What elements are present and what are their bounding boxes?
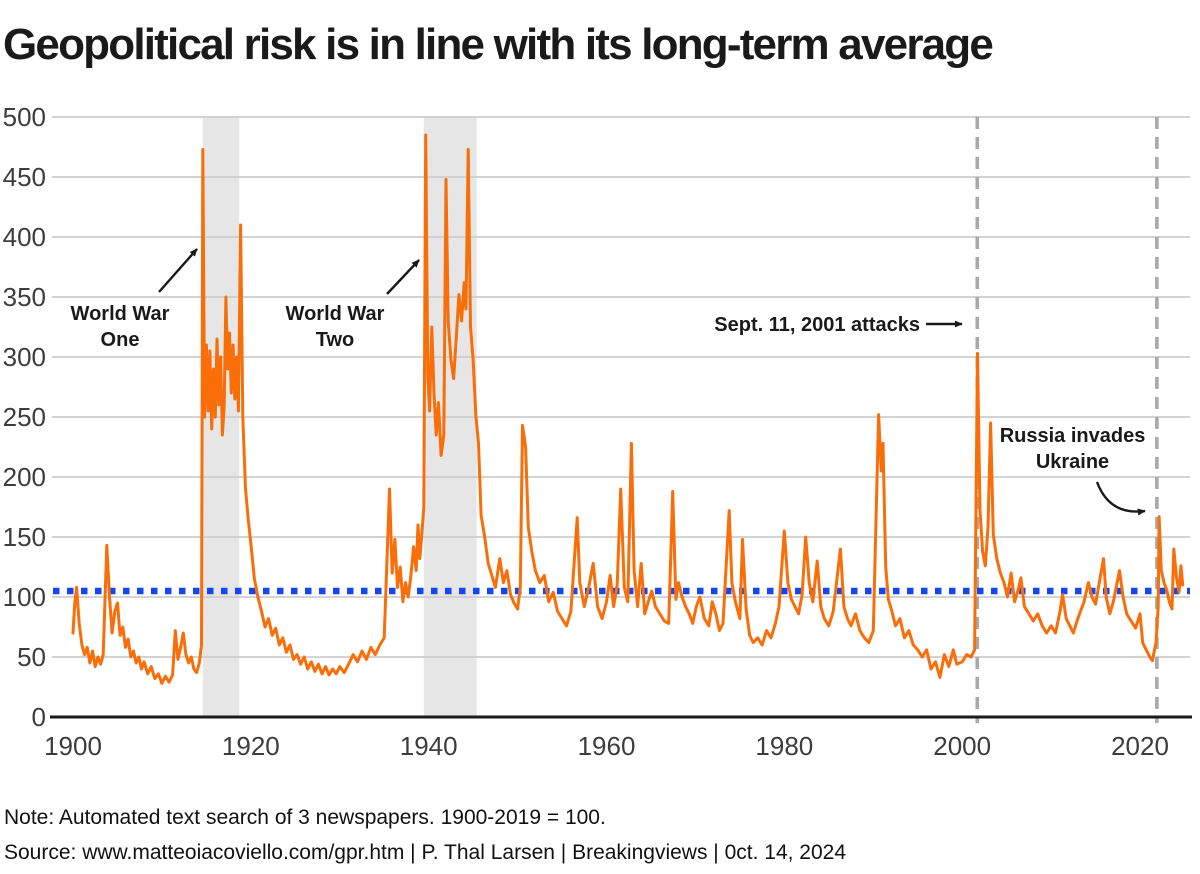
x-tick-label: 2000 [933,731,992,761]
ww1-arrow [158,248,198,293]
y-tick-label: 350 [2,282,46,312]
y-tick-label: 450 [2,162,46,192]
ww1-annotation: World War One [44,301,196,353]
x-tick-label: 1980 [755,731,814,761]
y-tick-label: 300 [2,342,46,372]
source-text: Source: www.matteoiacoviello.com/gpr.htm… [4,841,847,864]
russia-annotation: Russia invades Ukraine [995,423,1150,475]
y-tick-label: 150 [2,522,46,552]
ww1-annotation-line1: World War [70,303,170,325]
annotation-arrows [158,248,1146,516]
ww2-arrow [386,259,420,295]
ww1-annotation-line2: One [100,329,140,351]
event-dashed-lines [975,117,1159,723]
y-tick-label: 100 [2,582,46,612]
x-tick-label: 1960 [577,731,636,761]
series-path [71,133,1185,685]
ww2-annotation-line2: Two [315,329,355,351]
y-tick-label: 0 [31,702,46,732]
x-tick-label: 1900 [44,731,102,761]
russia-annotation-line2: Ukraine [1035,451,1110,473]
russia-annotation-line1: Russia invades [999,425,1146,447]
y-tick-label: 250 [2,402,46,432]
gpr-series-line [71,133,1185,685]
y-tick-label: 200 [2,462,46,492]
x-tick-label: 2020 [1111,731,1169,761]
gridlines [52,116,1190,658]
x-tick-label: 1940 [399,731,458,761]
y-tick-label: 50 [17,642,46,672]
x-tick-label: 1920 [221,731,280,761]
ww2-annotation: World War Two [259,301,411,353]
chart-title: Geopolitical risk is in line with its lo… [3,20,994,69]
russia-arrow [1095,481,1146,516]
sept11-annotation: Sept. 11, 2001 attacks [714,314,920,336]
y-tick-label: 400 [2,222,46,252]
note-text: Note: Automated text search of 3 newspap… [4,806,606,829]
y-tick-label: 500 [2,102,46,132]
ww2-annotation-line1: World War [285,303,385,325]
